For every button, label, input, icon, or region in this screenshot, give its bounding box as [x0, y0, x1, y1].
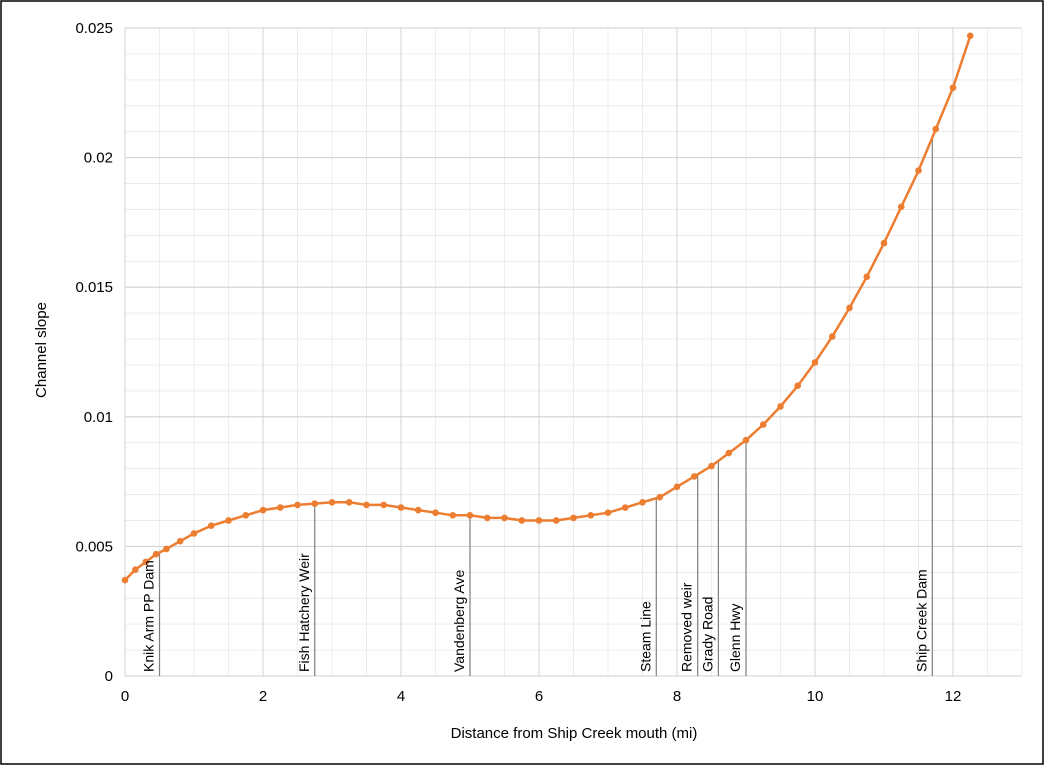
data-point [328, 499, 336, 506]
data-point [966, 32, 974, 40]
data-point [311, 500, 319, 507]
data-point [897, 203, 905, 211]
annotation-label: Knik Arm PP Dam [141, 560, 157, 672]
data-point [794, 382, 802, 389]
annotation-labels: Knik Arm PP Dam Fish Hatchery Weir Vandenb… [141, 553, 930, 672]
data-point [570, 514, 577, 522]
data-point [673, 483, 681, 491]
data-point [397, 504, 405, 511]
data-point [225, 517, 232, 524]
data-point [915, 167, 922, 174]
data-point [604, 509, 612, 517]
data-point [152, 550, 160, 558]
data-point [742, 436, 750, 444]
y-tick-label: 0.01 [84, 409, 113, 426]
data-point [932, 125, 940, 133]
data-point [587, 511, 595, 519]
data-point [466, 511, 474, 519]
data-point [828, 333, 836, 340]
data-point [259, 506, 267, 514]
data-point [380, 501, 388, 509]
data-point [535, 517, 543, 524]
x-axis-ticks: 0 2 4 6 8 10 12 [121, 688, 962, 705]
data-point [501, 514, 508, 522]
data-point [656, 493, 664, 501]
data-point [242, 511, 250, 519]
data-point [449, 511, 457, 519]
data-point [777, 403, 784, 410]
x-tick-label: 2 [259, 688, 267, 705]
data-point [690, 473, 698, 480]
y-axis-ticks: 0 0.005 0.01 0.015 0.02 0.025 [75, 20, 113, 685]
annotation-label: Steam Line [637, 601, 653, 672]
y-tick-label: 0.025 [75, 20, 113, 37]
annotation-label: Removed weir [679, 582, 695, 672]
data-point [276, 504, 284, 511]
x-tick-label: 10 [807, 688, 824, 705]
x-tick-label: 8 [673, 688, 681, 705]
annotation-label: Fish Hatchery Weir [296, 553, 312, 672]
y-tick-label: 0 [105, 668, 113, 685]
data-point [639, 499, 646, 506]
y-tick-label: 0.005 [75, 538, 113, 555]
data-point [132, 566, 139, 574]
annotation-label: Glenn Hwy [727, 604, 743, 672]
data-point [363, 501, 370, 509]
annotation-label: Ship Creek Dam [913, 569, 929, 672]
data-point [483, 514, 491, 522]
data-point [708, 462, 715, 470]
data-point [759, 421, 767, 428]
data-point [294, 501, 301, 509]
y-tick-label: 0.02 [84, 150, 113, 167]
data-point [207, 522, 215, 529]
annotation-lines [158, 137, 933, 676]
data-point [176, 537, 184, 545]
annotation-label: Vandenberg Ave [451, 570, 467, 672]
data-point [414, 506, 422, 514]
data-point [121, 576, 129, 584]
x-tick-label: 4 [397, 688, 405, 705]
y-axis-title: Channel slope [33, 302, 50, 398]
data-point [142, 558, 149, 566]
annotation-label: Grady Road [699, 597, 715, 672]
data-point [190, 530, 198, 537]
data-point [949, 84, 957, 91]
data-point [880, 239, 888, 247]
data-point [552, 517, 560, 524]
data-series [121, 32, 974, 584]
data-point [163, 545, 170, 553]
x-axis-title: Distance from Ship Creek mouth (mi) [451, 725, 698, 742]
data-point [345, 499, 353, 506]
major-gridlines [124, 27, 1022, 677]
series-line [124, 35, 972, 581]
x-tick-label: 12 [945, 688, 962, 705]
x-tick-label: 6 [535, 688, 543, 705]
data-point [811, 359, 819, 366]
data-point [846, 304, 853, 312]
x-tick-label: 0 [121, 688, 129, 705]
data-point [725, 449, 733, 457]
y-tick-label: 0.015 [75, 279, 113, 296]
data-point [518, 517, 526, 524]
data-point [432, 509, 439, 517]
data-point [863, 273, 871, 281]
data-point [621, 504, 629, 511]
